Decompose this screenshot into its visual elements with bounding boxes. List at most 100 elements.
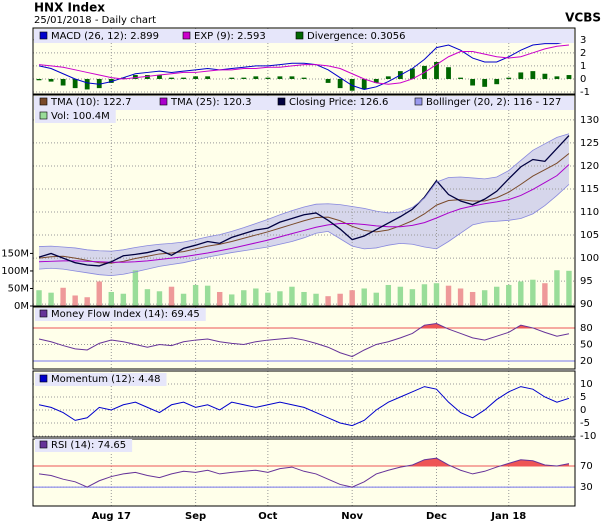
legend-bg [35, 110, 116, 123]
divergence-bar [325, 78, 331, 83]
volume-bar [409, 289, 416, 306]
divergence-bar [108, 78, 114, 83]
legend-swatch [182, 31, 191, 40]
y-tick-label: 130 [580, 115, 599, 126]
y-tick-label: 1 [580, 61, 586, 72]
series-line [38, 323, 570, 358]
legend: MACD (26, 12): 2.899 EXP (9): 2.593 Diverg… [34, 29, 574, 43]
legend-bg [155, 96, 258, 109]
x-tick-label: Nov [341, 511, 363, 522]
volume-bar [84, 297, 90, 306]
x-tick-label: Dec [426, 511, 447, 522]
legend: TMA (10): 122.7 TMA (25): 120.3 Closing Pr… [34, 96, 574, 123]
divergence-bar [361, 78, 367, 90]
volume-bar [494, 286, 500, 306]
volume-bar [421, 284, 428, 306]
volume-bar [144, 289, 151, 306]
bollinger-lower [38, 184, 570, 276]
series-line [38, 457, 570, 488]
volume-bar [48, 292, 54, 306]
overbought-area [406, 458, 569, 467]
volume-bar [361, 288, 367, 306]
series-line [38, 135, 570, 267]
volume-bar [204, 285, 211, 306]
panel-border [32, 27, 576, 95]
divergence-bar [277, 76, 283, 79]
legend-swatch [39, 374, 48, 383]
y-tick-label: 120 [580, 161, 599, 172]
y2-tick-label: 150M [1, 248, 29, 259]
divergence-bar [181, 77, 186, 79]
bollinger-upper [39, 133, 570, 252]
divergence-bar [120, 77, 126, 79]
y-tick-label: 50 [580, 339, 593, 350]
y-tick-label: 20 [580, 356, 593, 367]
legend-bg [410, 96, 568, 109]
legend: Momentum (12): 4.48 [35, 373, 167, 386]
divergence-bar [229, 77, 235, 79]
legend-swatch [39, 31, 48, 40]
divergence-bar [373, 78, 379, 83]
y-tick-label: 115 [580, 184, 599, 195]
volume-bar [72, 295, 78, 306]
legend-label: TMA (10): 122.7 [50, 97, 131, 108]
divergence-bar [60, 78, 66, 86]
plot-area [33, 95, 575, 306]
divergence-bar [446, 67, 451, 79]
overbought-area [420, 323, 533, 328]
divergence-bar [530, 71, 536, 79]
y2-tick-label: 0M [14, 301, 29, 312]
divergence-bar [96, 78, 102, 89]
volume-bar [60, 287, 66, 306]
series-line [39, 164, 570, 263]
divergence-bar [494, 78, 500, 85]
series-line [38, 40, 570, 90]
legend: Money Flow Index (14): 69.45 [35, 308, 206, 321]
legend-bg [273, 96, 395, 109]
divergence-bar [193, 76, 199, 79]
volume-bar [216, 291, 223, 306]
volume-bar [156, 291, 163, 306]
volume-bar [481, 290, 488, 306]
series-line [38, 44, 570, 85]
volume-bar [108, 291, 114, 306]
divergence-bar [132, 75, 138, 79]
y-tick-label: 5 [580, 392, 586, 403]
legend: RSI (14): 74.65 [35, 439, 133, 452]
volume-bar [445, 285, 452, 306]
legend-label: Divergence: 0.3056 [307, 31, 406, 42]
title: HNX Index [34, 1, 105, 15]
y-tick-label: 30 [580, 482, 593, 493]
divergence-bar [385, 76, 391, 79]
volume-bar [192, 284, 199, 306]
y-tick-label: -5 [580, 418, 590, 429]
y-tick-label: 90 [580, 299, 593, 310]
panel-border [32, 306, 576, 370]
divergence-bar [36, 78, 42, 81]
volume-bar [313, 293, 319, 306]
subtitle: 25/01/2018 - Daily chart [34, 15, 156, 26]
volume-bar [397, 286, 404, 306]
divergence-bar [145, 75, 150, 79]
volume-bar [289, 286, 295, 306]
legend-label: TMA (25): 120.3 [170, 97, 251, 108]
volume-bar [542, 283, 548, 306]
y-tick-label: 70 [580, 461, 593, 472]
volume-bar [120, 293, 127, 306]
volume-bar [385, 284, 392, 306]
volume-bar [530, 279, 536, 306]
plot-area [33, 439, 575, 506]
y-tick-label: -10 [580, 431, 596, 442]
divergence-bar [48, 78, 54, 82]
divergence-bar [470, 78, 476, 86]
divergence-bar [566, 75, 572, 79]
plot-area [33, 307, 575, 369]
divergence-bar [205, 76, 211, 79]
volume-bar [36, 290, 42, 306]
divergence-bar [265, 77, 271, 79]
divergence-bar [349, 78, 355, 91]
divergence-bar [289, 76, 295, 79]
volume-bar [337, 293, 343, 306]
legend-swatch [277, 97, 286, 106]
